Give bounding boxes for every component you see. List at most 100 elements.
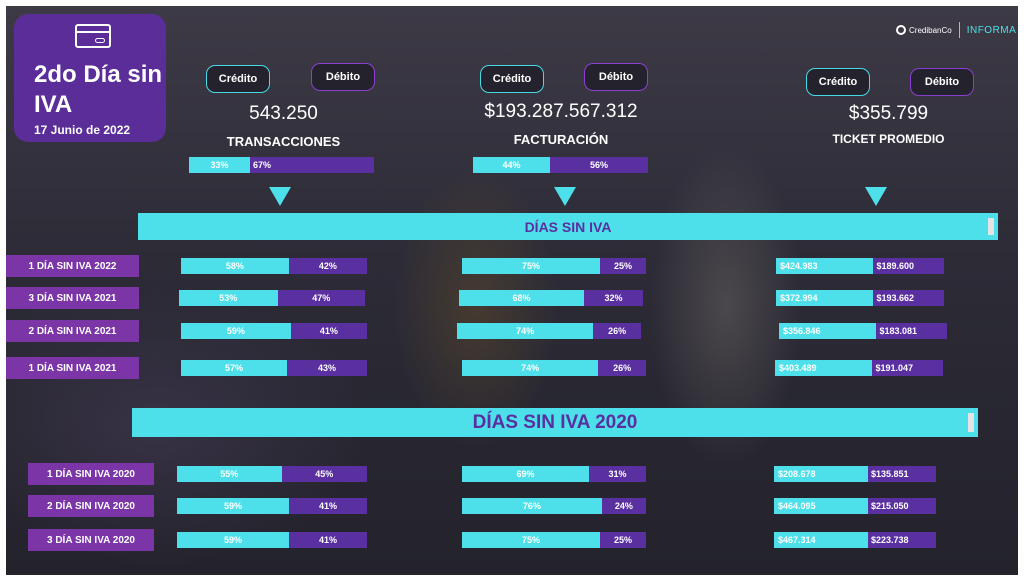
page-title: 2do Día sin IVA bbox=[34, 61, 163, 118]
row-label: 3 DÍA SIN IVA 2021 bbox=[6, 287, 139, 309]
transacciones-credit-button[interactable]: Crédito bbox=[206, 65, 270, 93]
row-label: 3 DÍA SIN IVA 2020 bbox=[28, 529, 154, 551]
credit-segment: 53% bbox=[179, 290, 278, 306]
debit-segment: 26% bbox=[593, 323, 641, 339]
facturacion-split-bar: 69% 31% bbox=[462, 466, 646, 482]
down-arrow-icon bbox=[554, 187, 576, 206]
debit-segment: 41% bbox=[289, 498, 367, 514]
credit-segment: $467.314 bbox=[774, 532, 868, 548]
transacciones-split-bar: 59% 41% bbox=[181, 323, 367, 339]
transacciones-debit-button[interactable]: Débito bbox=[311, 63, 375, 91]
facturacion-value: $193.287.567.312 bbox=[484, 101, 638, 122]
ticket-credit-button[interactable]: Crédito bbox=[806, 68, 870, 96]
debit-segment: 32% bbox=[584, 290, 643, 306]
debit-segment: 43% bbox=[287, 360, 367, 376]
debit-segment: 25% bbox=[600, 532, 646, 548]
debit-segment: 26% bbox=[598, 360, 646, 376]
transacciones-label: TRANSACCIONES bbox=[226, 134, 341, 149]
debit-segment: 31% bbox=[588, 466, 646, 482]
transacciones-split-bar: 53% 47% bbox=[179, 290, 365, 306]
facturacion-credit-button[interactable]: Crédito bbox=[480, 65, 544, 93]
transacciones-split-bar: 57% 43% bbox=[181, 360, 367, 376]
facturacion-split-bar: 74% 26% bbox=[457, 323, 641, 339]
down-arrow-icon bbox=[865, 187, 887, 206]
ticket-split-bar: $356.846 $183.081 bbox=[779, 323, 947, 339]
credit-segment: 44% bbox=[473, 157, 550, 173]
debit-segment: 42% bbox=[288, 258, 367, 274]
debit-segment: 45% bbox=[281, 466, 367, 482]
credit-segment: 57% bbox=[181, 360, 288, 376]
ticket-split-bar: $424.983 $189.600 bbox=[776, 258, 944, 274]
ticket-split-bar: $208.678 $135.851 bbox=[774, 466, 936, 482]
brand-name: CredibanCo bbox=[909, 25, 952, 35]
section-title: DÍAS SIN IVA 2020 bbox=[472, 411, 638, 433]
credit-segment: 59% bbox=[181, 323, 291, 339]
title-card: 2do Día sin IVA 17 Junio de 2022 bbox=[14, 14, 166, 142]
transacciones-split-bar: 33% 67% bbox=[189, 157, 374, 173]
credit-segment: $356.846 bbox=[779, 323, 877, 339]
ticket-split-bar: $464.095 $215.050 bbox=[774, 498, 936, 514]
credit-card-icon bbox=[75, 24, 111, 48]
facturacion-split-bar: 44% 56% bbox=[473, 157, 648, 173]
row-label: 2 DÍA SIN IVA 2020 bbox=[28, 495, 154, 517]
transacciones-split-bar: 59% 41% bbox=[177, 498, 367, 514]
transacciones-split-bar: 58% 42% bbox=[181, 258, 367, 274]
ticket-split-bar: $467.314 $223.738 bbox=[774, 532, 936, 548]
ticket-label: TICKET PROMEDIO bbox=[832, 132, 945, 146]
ticket-split-bar: $403.489 $191.047 bbox=[775, 360, 943, 376]
credit-segment: 75% bbox=[462, 258, 600, 274]
debit-segment: $215.050 bbox=[867, 498, 936, 514]
credit-segment: 59% bbox=[177, 532, 290, 548]
credit-segment: 75% bbox=[462, 532, 600, 548]
credit-segment: 76% bbox=[462, 498, 602, 514]
debit-segment: 24% bbox=[601, 498, 646, 514]
row-label: 1 DÍA SIN IVA 2022 bbox=[6, 255, 139, 277]
credit-segment: 59% bbox=[177, 498, 290, 514]
credit-segment: 74% bbox=[457, 323, 594, 339]
row-label: 2 DÍA SIN IVA 2021 bbox=[6, 320, 139, 342]
credit-segment: 68% bbox=[459, 290, 585, 306]
credit-segment: 74% bbox=[462, 360, 599, 376]
credit-segment: 69% bbox=[462, 466, 589, 482]
debit-segment: 41% bbox=[289, 532, 367, 548]
credit-segment: $464.095 bbox=[774, 498, 868, 514]
event-date: 17 Junio de 2022 bbox=[34, 123, 131, 137]
logo-divider bbox=[958, 22, 960, 38]
transacciones-value: 543.250 bbox=[249, 103, 318, 124]
scroll-handle[interactable] bbox=[988, 218, 994, 235]
brand-logo: CredibanCo INFORMA bbox=[896, 22, 1016, 38]
facturacion-split-bar: 74% 26% bbox=[462, 360, 646, 376]
section-banner-dias-sin-iva-2020: DÍAS SIN IVA 2020 bbox=[132, 408, 978, 437]
dashboard-canvas: 2do Día sin IVA 17 Junio de 2022 Crediba… bbox=[6, 6, 1018, 575]
down-arrow-icon bbox=[269, 187, 291, 206]
debit-segment: 25% bbox=[600, 258, 646, 274]
debit-segment: $223.738 bbox=[867, 532, 936, 548]
credit-segment: $208.678 bbox=[774, 466, 868, 482]
debit-segment: $191.047 bbox=[872, 360, 943, 376]
debit-segment: 56% bbox=[550, 157, 648, 173]
facturacion-split-bar: 68% 32% bbox=[459, 290, 643, 306]
debit-segment: 41% bbox=[290, 323, 367, 339]
facturacion-split-bar: 75% 25% bbox=[462, 532, 646, 548]
debit-segment: $135.851 bbox=[867, 466, 936, 482]
ticket-debit-button[interactable]: Débito bbox=[910, 68, 974, 96]
scroll-handle[interactable] bbox=[968, 413, 974, 432]
facturacion-debit-button[interactable]: Débito bbox=[584, 63, 648, 91]
row-label: 1 DÍA SIN IVA 2020 bbox=[28, 463, 154, 485]
ticket-split-bar: $372.994 $193.662 bbox=[776, 290, 944, 306]
credit-segment: $424.983 bbox=[776, 258, 874, 274]
transacciones-split-bar: 55% 45% bbox=[177, 466, 367, 482]
facturacion-label: FACTURACIÓN bbox=[513, 132, 609, 147]
credit-segment: 55% bbox=[177, 466, 282, 482]
credit-segment: 33% bbox=[189, 157, 251, 173]
credit-segment: 58% bbox=[181, 258, 289, 274]
section-banner-dias-sin-iva: DÍAS SIN IVA bbox=[138, 213, 998, 240]
facturacion-split-bar: 75% 25% bbox=[462, 258, 646, 274]
debit-segment: $193.662 bbox=[873, 290, 944, 306]
ticket-value: $355.799 bbox=[848, 103, 929, 124]
credit-segment: $403.489 bbox=[775, 360, 873, 376]
section-title: DÍAS SIN IVA bbox=[524, 218, 612, 235]
debit-segment: $183.081 bbox=[876, 323, 947, 339]
credibanco-icon bbox=[896, 25, 906, 35]
row-label: 1 DÍA SIN IVA 2021 bbox=[6, 357, 139, 379]
